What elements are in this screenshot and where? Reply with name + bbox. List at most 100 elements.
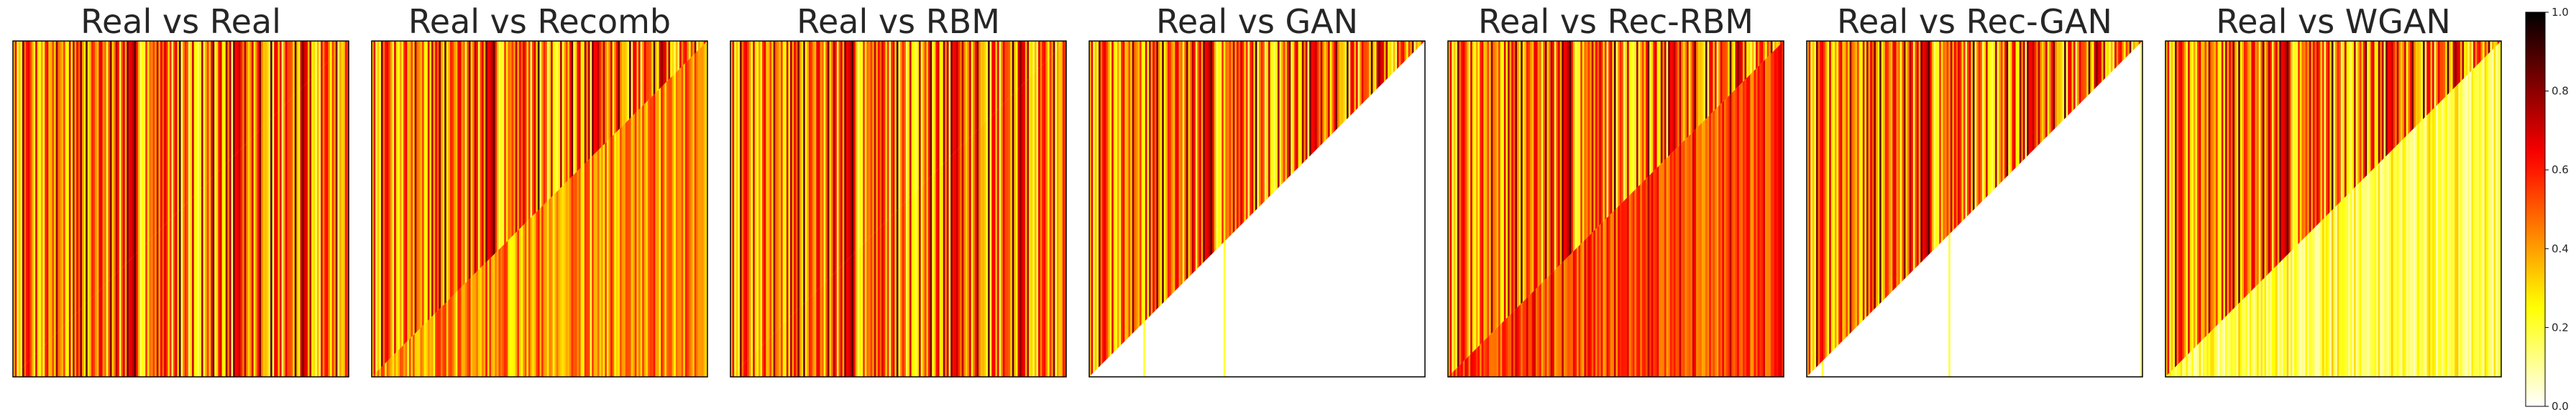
heatmap-cell <box>411 41 413 377</box>
heatmap-cell <box>186 41 189 377</box>
heatmap-cell <box>2201 41 2204 377</box>
heatmap-cell <box>817 41 821 377</box>
heatmap-cell <box>543 41 546 377</box>
heatmap-cell <box>227 41 230 377</box>
heatmap-cell <box>1481 41 1484 377</box>
heatmap-cell <box>1939 41 1942 377</box>
heatmap-cell <box>1303 41 1306 377</box>
heatmap-cell <box>562 41 564 377</box>
heatmap-cell <box>517 41 520 377</box>
heatmap-cell <box>788 41 791 377</box>
heatmap-cell <box>2199 41 2201 377</box>
heatmap-cell <box>823 41 826 377</box>
heatmap-cell <box>246 41 249 377</box>
heatmap-panel: Real vs Rec-RBM <box>1447 2 1784 378</box>
heatmap-cell <box>1470 41 1473 377</box>
heatmap-cell <box>1273 41 1277 377</box>
heatmap-cell <box>2240 41 2242 377</box>
heatmap-cell <box>1253 41 1256 377</box>
heatmap-cell <box>298 41 301 377</box>
heatmap-cell <box>1995 41 1998 377</box>
heatmap-cell <box>1612 41 1615 377</box>
heatmap-cell <box>1814 41 1817 377</box>
heatmap-cell <box>1649 41 1652 377</box>
heatmap-cell <box>2064 41 2067 377</box>
heatmap-cell <box>1556 41 1559 377</box>
heatmap-cell <box>467 41 469 377</box>
heatmap-cell <box>1898 41 1901 377</box>
heatmap-cell <box>1173 41 1175 377</box>
heatmap-cell <box>917 41 920 377</box>
heatmap-cell <box>145 41 148 377</box>
heatmap-cell <box>1378 41 1381 377</box>
heatmap-cell <box>2119 41 2123 377</box>
heatmap-cell <box>1984 41 1986 377</box>
heatmap-cell <box>2270 41 2273 377</box>
heatmap-cell <box>262 41 265 377</box>
heatmap-cell <box>95 41 98 377</box>
heatmap-cell <box>373 41 376 377</box>
heatmap-cell <box>623 41 626 377</box>
heatmap-cell <box>698 41 701 377</box>
heatmap-cell <box>2314 41 2317 377</box>
heatmap-cell <box>521 41 523 377</box>
heatmap-cell <box>1862 41 1866 377</box>
heatmap-cell <box>54 41 57 377</box>
heatmap-cell <box>991 41 994 377</box>
heatmap-cell <box>614 41 617 377</box>
heatmap-cell <box>872 41 875 377</box>
heatmap-cell <box>1181 41 1183 377</box>
heatmap-cell <box>2034 41 2037 377</box>
heatmap-cell <box>300 41 303 377</box>
heatmap-cell <box>891 41 894 377</box>
heatmap-cell <box>1593 41 1596 377</box>
heatmap-cell <box>1692 41 1695 377</box>
heatmap-cell <box>745 41 748 377</box>
heatmap-cell <box>205 41 208 377</box>
heatmap-cell <box>857 41 860 377</box>
heatmap-cell <box>1372 41 1375 377</box>
heatmap-cell <box>1021 41 1024 377</box>
heatmap-cell <box>2247 41 2250 377</box>
heatmap-panels: Real vs Real Real vs Recomb Real vs RBM Rea… <box>12 2 2502 378</box>
heatmap-cell <box>1309 41 1312 377</box>
heatmap-cell <box>1498 41 1501 377</box>
heatmap-cell <box>1347 41 1349 377</box>
heatmap-cell <box>1145 41 1148 377</box>
heatmap-cell <box>681 41 684 377</box>
heatmap-cell <box>782 41 785 377</box>
heatmap-cell <box>1360 41 1362 377</box>
heatmap-cell <box>1537 41 1540 377</box>
heatmap-cell <box>237 41 239 377</box>
heatmap-cell <box>2437 41 2440 377</box>
heatmap-cell <box>886 41 890 377</box>
heatmap-cell <box>1950 41 1953 377</box>
heatmap-cell <box>2094 41 2096 377</box>
panel-title: Real vs Rec-GAN <box>1837 2 2112 41</box>
heatmap-cell <box>1102 41 1105 377</box>
colorbar-tick-label: 1.0 <box>2552 6 2569 19</box>
heatmap-cell <box>1049 41 1052 377</box>
heatmap-cell <box>1143 41 1146 377</box>
heatmap-cell <box>967 41 970 377</box>
heatmap-cell <box>2441 41 2444 377</box>
heatmap-cell <box>1943 41 1945 377</box>
heatmap-cell <box>111 41 114 377</box>
heatmap-cell <box>662 41 665 377</box>
heatmap-cell <box>825 41 828 377</box>
heatmap-cell <box>633 41 636 377</box>
heatmap-cell <box>375 41 378 377</box>
heatmap-cell <box>2406 41 2408 377</box>
heatmap-cell <box>2307 41 2310 377</box>
heatmap-cell <box>398 41 400 377</box>
heatmap-cell <box>2101 41 2104 377</box>
heatmap-cell <box>1361 41 1364 377</box>
heatmap-cell <box>1472 41 1475 377</box>
heatmap-cell <box>1937 41 1940 377</box>
heatmap-cell <box>775 41 778 377</box>
heatmap-cell <box>1664 41 1667 377</box>
heatmap-panel: Real vs WGAN <box>2165 2 2502 378</box>
heatmap-cell <box>2469 41 2472 377</box>
heatmap-cell <box>1840 41 1843 377</box>
heatmap-cell <box>331 41 334 377</box>
